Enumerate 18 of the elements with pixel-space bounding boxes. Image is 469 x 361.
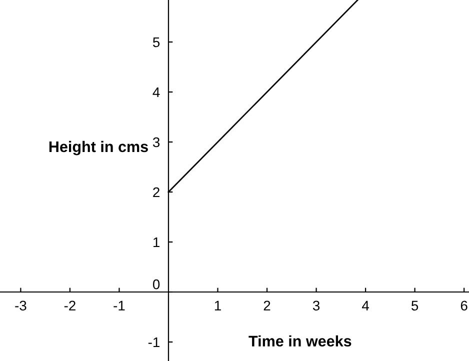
x-axis-title: Time in weeks	[248, 335, 352, 347]
y-tick-label: -1	[148, 337, 160, 348]
x-tick-label: -1	[114, 300, 125, 310]
x-tick-label: 6	[460, 300, 468, 311]
y-tick-label: 5	[152, 37, 160, 48]
y-tick-label: 1	[153, 237, 160, 248]
y-tick-label: 4	[152, 87, 160, 98]
y-axis-title: Height in cms	[49, 140, 148, 156]
x-tick-label: 1	[214, 300, 221, 310]
y-tick-label: 0	[152, 279, 160, 290]
x-tick-label: 5	[412, 300, 418, 311]
y-tick-label: 2	[153, 187, 160, 198]
x-tick-label: -2	[64, 300, 76, 310]
x-tick-label: -3	[15, 300, 26, 311]
x-tick-label: 2	[264, 300, 270, 310]
y-tick-label: 3	[152, 137, 160, 148]
x-tick-label: 4	[362, 300, 369, 310]
x-tick-label: 3	[312, 300, 320, 311]
